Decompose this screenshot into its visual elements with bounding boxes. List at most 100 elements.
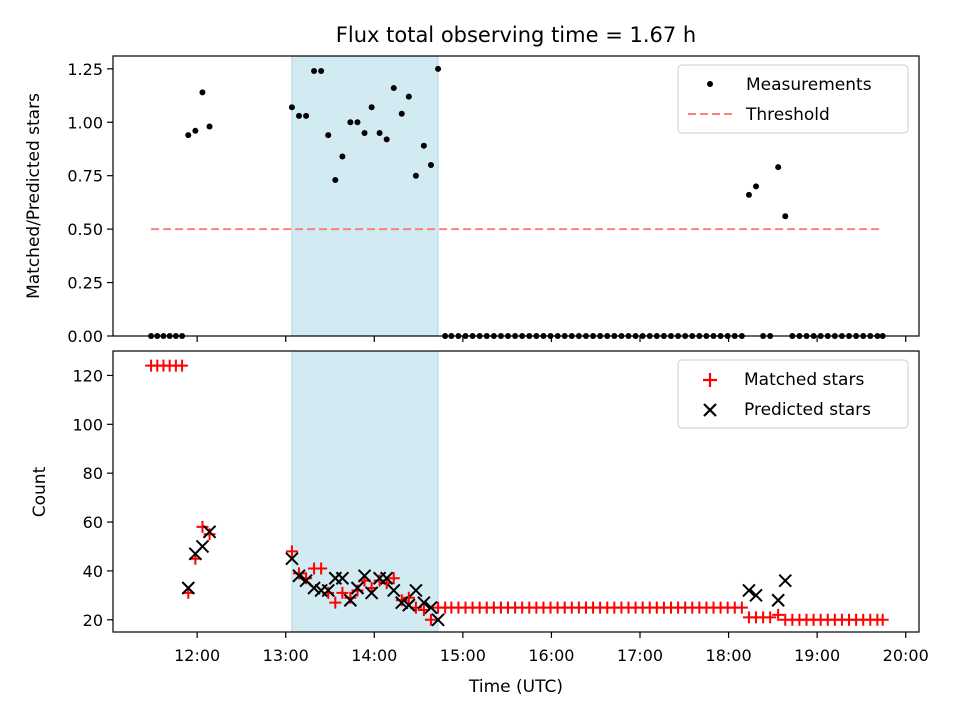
measurement-point [753, 183, 760, 190]
top-plot-area [148, 65, 886, 339]
y-tick-label: 1.00 [67, 113, 103, 132]
measurement-point [325, 132, 332, 139]
measurement-point [296, 112, 302, 119]
legend-predicted-stars-label: Predicted stars [744, 400, 871, 420]
matched-stars-point [293, 567, 305, 580]
x-tick-label: 19:00 [794, 646, 840, 665]
matched-stars-point [329, 596, 342, 609]
predicted-stars-point [395, 595, 409, 610]
x-tick-label: 17:00 [617, 646, 663, 665]
matched-stars-point [772, 608, 785, 621]
y-tick-label: 120 [72, 366, 103, 385]
top-legend: Measurements Threshold [677, 64, 909, 134]
y-tick-label: 100 [72, 415, 103, 434]
measurement-point [332, 176, 339, 183]
measurement-point [206, 123, 213, 130]
predicted-stars-point [357, 569, 372, 583]
predicted-stars-point [321, 583, 335, 598]
bottom-legend: Matched stars Predicted stars [677, 359, 909, 429]
bottom-y-axis: 20 40 60 80 100 120 [72, 366, 113, 630]
predicted-stars-point [771, 593, 785, 607]
predicted-stars-point [202, 525, 217, 539]
measurement-point [311, 67, 318, 74]
predicted-stars-point [195, 539, 210, 554]
measurement-point [398, 110, 405, 117]
top-legend-box [677, 64, 909, 134]
matched-stars-point [196, 520, 209, 533]
measurement-point [303, 112, 310, 119]
figure-title: Flux total observing time = 1.67 h [336, 23, 696, 47]
predicted-stars-point [417, 595, 431, 610]
y-tick-label: 1.25 [67, 60, 103, 79]
predicted-stars-point [387, 583, 401, 598]
top-axes-frame [112, 55, 920, 337]
measurement-point [775, 164, 782, 171]
matched-stars-point [876, 613, 889, 626]
matched-stars-point [336, 586, 349, 599]
matched-stars-point [395, 594, 408, 607]
predicted-stars-point [292, 569, 306, 583]
matched-stars-point [424, 613, 437, 626]
measurement-point [383, 136, 390, 143]
x-tick-label: 20:00 [883, 646, 929, 665]
x-tick-label: 16:00 [528, 646, 574, 665]
measurement-point [318, 67, 325, 74]
measurement-point [199, 89, 206, 96]
x-axis-label: Time (UTC) [468, 677, 563, 697]
predicted-stars-point [307, 581, 321, 595]
top-shaded-region [291, 56, 439, 336]
matched-stars-point [387, 572, 400, 585]
bottom-axes-frame [112, 350, 920, 633]
measurement-point [288, 104, 295, 111]
measurement-point [405, 93, 412, 100]
predicted-stars-point [364, 586, 379, 600]
x-tick-label: 13:00 [263, 646, 309, 665]
predicted-stars-point [343, 593, 358, 607]
bottom-y-axis-label: Count [30, 466, 50, 517]
measurement-point [412, 172, 419, 179]
measurement-point [427, 162, 434, 169]
y-tick-label: 0.75 [67, 167, 103, 186]
predicted-stars-point [335, 571, 350, 585]
predicted-stars-point [424, 600, 438, 615]
legend-threshold-label: Threshold [745, 105, 830, 125]
predicted-stars-point [181, 581, 195, 595]
measurement-point [361, 129, 368, 136]
x-tick-label: 12:00 [174, 646, 220, 665]
y-tick-label: 80 [83, 464, 103, 483]
predicted-stars-point [350, 581, 365, 595]
measurement-point [354, 119, 361, 126]
legend-matched-stars-label: Matched stars [744, 370, 864, 390]
predicted-stars-point [379, 571, 394, 585]
measurement-point [390, 85, 397, 92]
measurement-point [185, 132, 192, 139]
predicted-stars-point [409, 583, 423, 598]
predicted-stars-point [749, 588, 763, 603]
bottom-plot-area [145, 359, 889, 627]
bottom-panel: 20 40 60 80 100 120 12:00 13:00 14:00 15:00 16:00… [30, 350, 929, 697]
predicted-stars-point [402, 598, 416, 612]
measurement-point [782, 213, 789, 220]
predicted-stars-point [778, 573, 792, 588]
matched-stars-point [402, 591, 415, 604]
measurement-point [368, 104, 375, 111]
y-tick-label: 20 [83, 611, 103, 630]
top-panel: 0.00 0.25 0.50 0.75 1.00 1.25 Matched/Predict… [24, 55, 920, 346]
bottom-legend-box [677, 359, 909, 429]
measurement-point [435, 65, 442, 72]
bottom-x-axis: 12:00 13:00 14:00 15:00 16:00 17:00 18:00 19:00… [174, 632, 929, 665]
x-tick-label: 14:00 [351, 646, 397, 665]
matched-stars-point [764, 611, 777, 624]
legend-measurements-marker [707, 81, 713, 87]
measurement-point [376, 129, 383, 136]
legend-matched-stars-marker [703, 373, 717, 387]
matched-stars-point [285, 545, 298, 558]
y-tick-label: 0.25 [67, 274, 103, 293]
matched-stars-point [351, 584, 364, 597]
y-tick-label: 0.00 [67, 327, 103, 346]
measurement-point [745, 191, 752, 198]
y-tick-label: 0.50 [67, 220, 103, 239]
predicted-stars-point [742, 583, 756, 598]
measurement-point [339, 153, 346, 160]
